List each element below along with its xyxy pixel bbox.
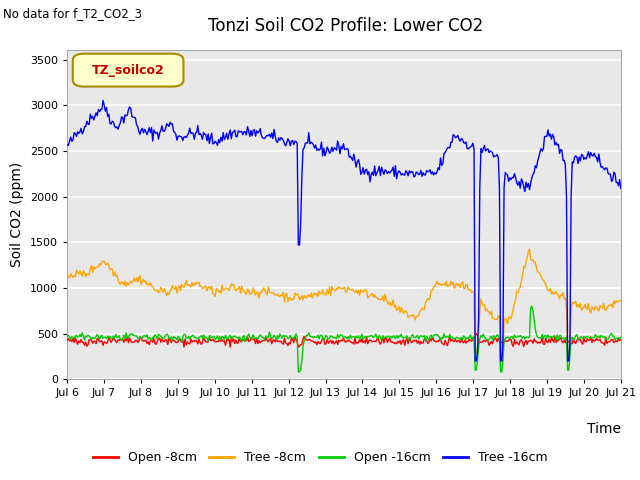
Text: No data for f_T2_CO2_3: No data for f_T2_CO2_3 bbox=[3, 7, 142, 20]
Y-axis label: Soil CO2 (ppm): Soil CO2 (ppm) bbox=[10, 162, 24, 267]
Text: Tonzi Soil CO2 Profile: Lower CO2: Tonzi Soil CO2 Profile: Lower CO2 bbox=[208, 17, 483, 35]
FancyBboxPatch shape bbox=[73, 54, 184, 86]
Legend: Open -8cm, Tree -8cm, Open -16cm, Tree -16cm: Open -8cm, Tree -8cm, Open -16cm, Tree -… bbox=[88, 446, 552, 469]
Text: TZ_soilco2: TZ_soilco2 bbox=[92, 64, 164, 77]
X-axis label: Time: Time bbox=[587, 422, 621, 436]
